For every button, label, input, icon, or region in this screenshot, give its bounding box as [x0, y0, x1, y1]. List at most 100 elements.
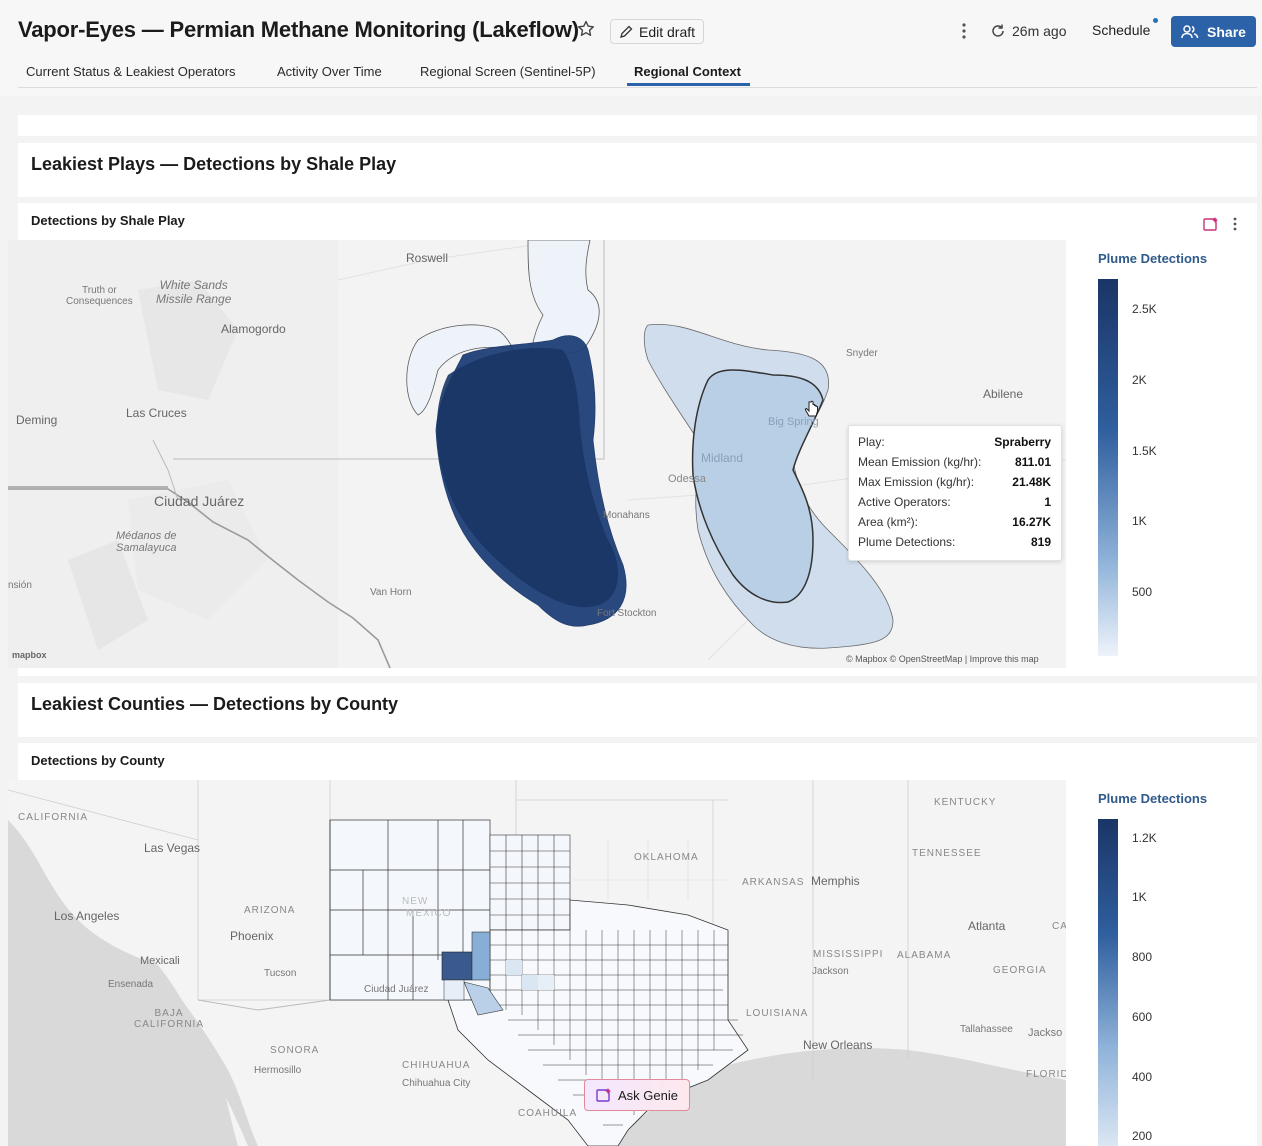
label-jackson: Jackson — [812, 966, 849, 977]
tooltip-key: Area (km²): — [858, 515, 918, 529]
label-truth-or-consequences: Truth or Consequences — [66, 285, 133, 307]
star-icon[interactable] — [576, 19, 596, 39]
label-oklahoma: OKLAHOMA — [634, 852, 699, 863]
more-vertical-icon[interactable] — [954, 21, 974, 41]
tab-regional-context[interactable]: Regional Context — [634, 64, 741, 79]
label-hermosillo: Hermosillo — [254, 1065, 302, 1076]
legend-tick: 200 — [1132, 1129, 1153, 1143]
label-ciudad-juarez: Ciudad Juárez — [154, 493, 245, 509]
label-van-horn: Van Horn — [370, 587, 412, 598]
dashboard-tabs: Current Status & Leakiest Operators Acti… — [18, 56, 1257, 88]
label-phoenix: Phoenix — [230, 929, 274, 943]
label-fort-stockton: Fort Stockton — [597, 608, 657, 619]
refresh-button[interactable]: 26m ago — [990, 20, 1066, 42]
label-los-angeles: Los Angeles — [54, 909, 120, 923]
pencil-icon — [620, 25, 633, 38]
users-icon — [1181, 24, 1199, 38]
label-odessa: Odessa — [668, 473, 706, 485]
label-midland: Midland — [701, 451, 744, 465]
label-ensenada: Ensenada — [108, 979, 154, 990]
label-atlanta: Atlanta — [968, 919, 1006, 933]
label-new-orleans: New Orleans — [803, 1038, 873, 1052]
tooltip-key: Play: — [858, 435, 885, 449]
empty-panel — [18, 115, 1257, 136]
tooltip-row: Mean Emission (kg/hr): 811.01 — [858, 455, 1051, 471]
tooltip-value: 811.01 — [1014, 455, 1051, 469]
plays-map-canvas — [8, 240, 1066, 668]
label-edge-state: CA — [1052, 921, 1066, 932]
tab-regional-screen[interactable]: Regional Screen (Sentinel-5P) — [420, 64, 596, 79]
tooltip-row: Plume Detections: 819 — [858, 535, 1051, 551]
tooltip-row: Play: Spraberry — [858, 435, 1051, 451]
label-alamogordo: Alamogordo — [221, 322, 286, 336]
label-abilene: Abilene — [983, 387, 1024, 401]
counties-widget-title: Detections by County — [31, 753, 165, 768]
widget-menu-icon[interactable] — [1228, 217, 1242, 231]
label-las-vegas: Las Vegas — [144, 841, 201, 855]
tooltip-value: 1 — [1044, 495, 1051, 509]
tooltip-key: Active Operators: — [858, 495, 951, 509]
tooltip-row: Active Operators: 1 — [858, 495, 1051, 511]
tooltip-key: Max Emission (kg/hr): — [858, 475, 975, 489]
edit-draft-label: Edit draft — [639, 23, 696, 40]
counties-section-header: Leakiest Counties — Detections by County — [18, 683, 1257, 737]
label-medanos: Médanos de Samalayuca — [116, 530, 177, 554]
hand-cursor-icon — [804, 400, 818, 417]
legend-tick: 400 — [1132, 1070, 1153, 1084]
counties-map[interactable]: CALIFORNIA Las Vegas Los Angeles ARIZONA… — [8, 780, 1066, 1146]
counties-section-title: Leakiest Counties — Detections by County — [31, 694, 399, 714]
label-georgia: GEORGIA — [993, 965, 1047, 976]
label-tucson: Tucson — [264, 968, 297, 979]
share-label: Share — [1207, 23, 1246, 40]
label-las-cruces: Las Cruces — [126, 406, 187, 420]
label-california: CALIFORNIA — [18, 812, 89, 823]
edit-draft-button[interactable]: Edit draft — [610, 19, 704, 44]
label-louisiana: LOUISIANA — [746, 1008, 809, 1019]
label-big-spring: Big Spring — [768, 416, 819, 428]
label-arizona: ARIZONA — [244, 905, 296, 916]
ask-genie-label: Ask Genie — [618, 1087, 678, 1103]
dashboard-header: Vapor-Eyes — Permian Methane Monitoring … — [0, 0, 1262, 96]
label-coahuila: COAHUILA — [518, 1108, 578, 1119]
tooltip-row: Max Emission (kg/hr): 21.48K — [858, 475, 1051, 491]
plays-legend-colorbar — [1098, 279, 1118, 656]
label-kentucky: KENTUCKY — [934, 797, 997, 808]
label-chihuahua: CHIHUAHUA — [402, 1060, 471, 1071]
genie-sparkle-icon[interactable] — [1203, 217, 1219, 231]
label-jacksonville: Jackso — [1028, 1027, 1063, 1039]
label-mexicali: Mexicali — [140, 955, 180, 967]
refresh-icon — [992, 24, 1004, 37]
legend-tick: 1K — [1132, 514, 1147, 528]
tooltip-row: Area (km²): 16.27K — [858, 515, 1051, 531]
label-sonora: SONORA — [270, 1045, 320, 1056]
plays-section-title: Leakiest Plays — Detections by Shale Pla… — [31, 154, 397, 174]
legend-tick: 600 — [1132, 1010, 1153, 1024]
label-chihuahua-city: Chihuahua City — [402, 1078, 471, 1089]
share-button[interactable]: Share — [1171, 16, 1256, 47]
label-white-sands: White Sands Missile Range — [156, 278, 232, 306]
ask-genie-button[interactable]: Ask Genie — [584, 1079, 690, 1111]
plays-legend-title: Plume Detections — [1098, 251, 1208, 266]
tooltip-value: 819 — [1030, 535, 1051, 549]
schedule-button[interactable]: Schedule — [1092, 22, 1151, 38]
tab-activity-over-time[interactable]: Activity Over Time — [277, 64, 382, 79]
genie-icon — [596, 1088, 611, 1102]
map-attribution[interactable]: © Mapbox © OpenStreetMap | Improve this … — [846, 654, 1039, 664]
label-memphis: Memphis — [811, 874, 860, 888]
label-mississippi: MISSISSIPPI — [813, 949, 884, 960]
tooltip-value: Spraberry — [994, 435, 1051, 449]
tooltip-key: Mean Emission (kg/hr): — [858, 455, 982, 469]
counties-map-canvas — [8, 780, 1066, 1146]
label-ciudad-juarez-county: Ciudad Juárez — [364, 984, 429, 995]
map-tooltip: Play: Spraberry Mean Emission (kg/hr): 811… — [848, 425, 1062, 561]
legend-tick: 500 — [1132, 585, 1153, 599]
label-roswell: Roswell — [406, 251, 449, 265]
page-title: Vapor-Eyes — Permian Methane Monitoring … — [18, 17, 579, 42]
label-tennessee: TENNESSEE — [912, 848, 982, 859]
active-tab-indicator — [627, 83, 750, 86]
plays-section-header: Leakiest Plays — Detections by Shale Pla… — [18, 143, 1257, 197]
tooltip-key: Plume Detections: — [858, 535, 956, 549]
tab-current-status[interactable]: Current Status & Leakiest Operators — [26, 64, 236, 79]
mapbox-logo: mapbox — [12, 650, 47, 660]
legend-tick: 2.5K — [1132, 302, 1157, 316]
